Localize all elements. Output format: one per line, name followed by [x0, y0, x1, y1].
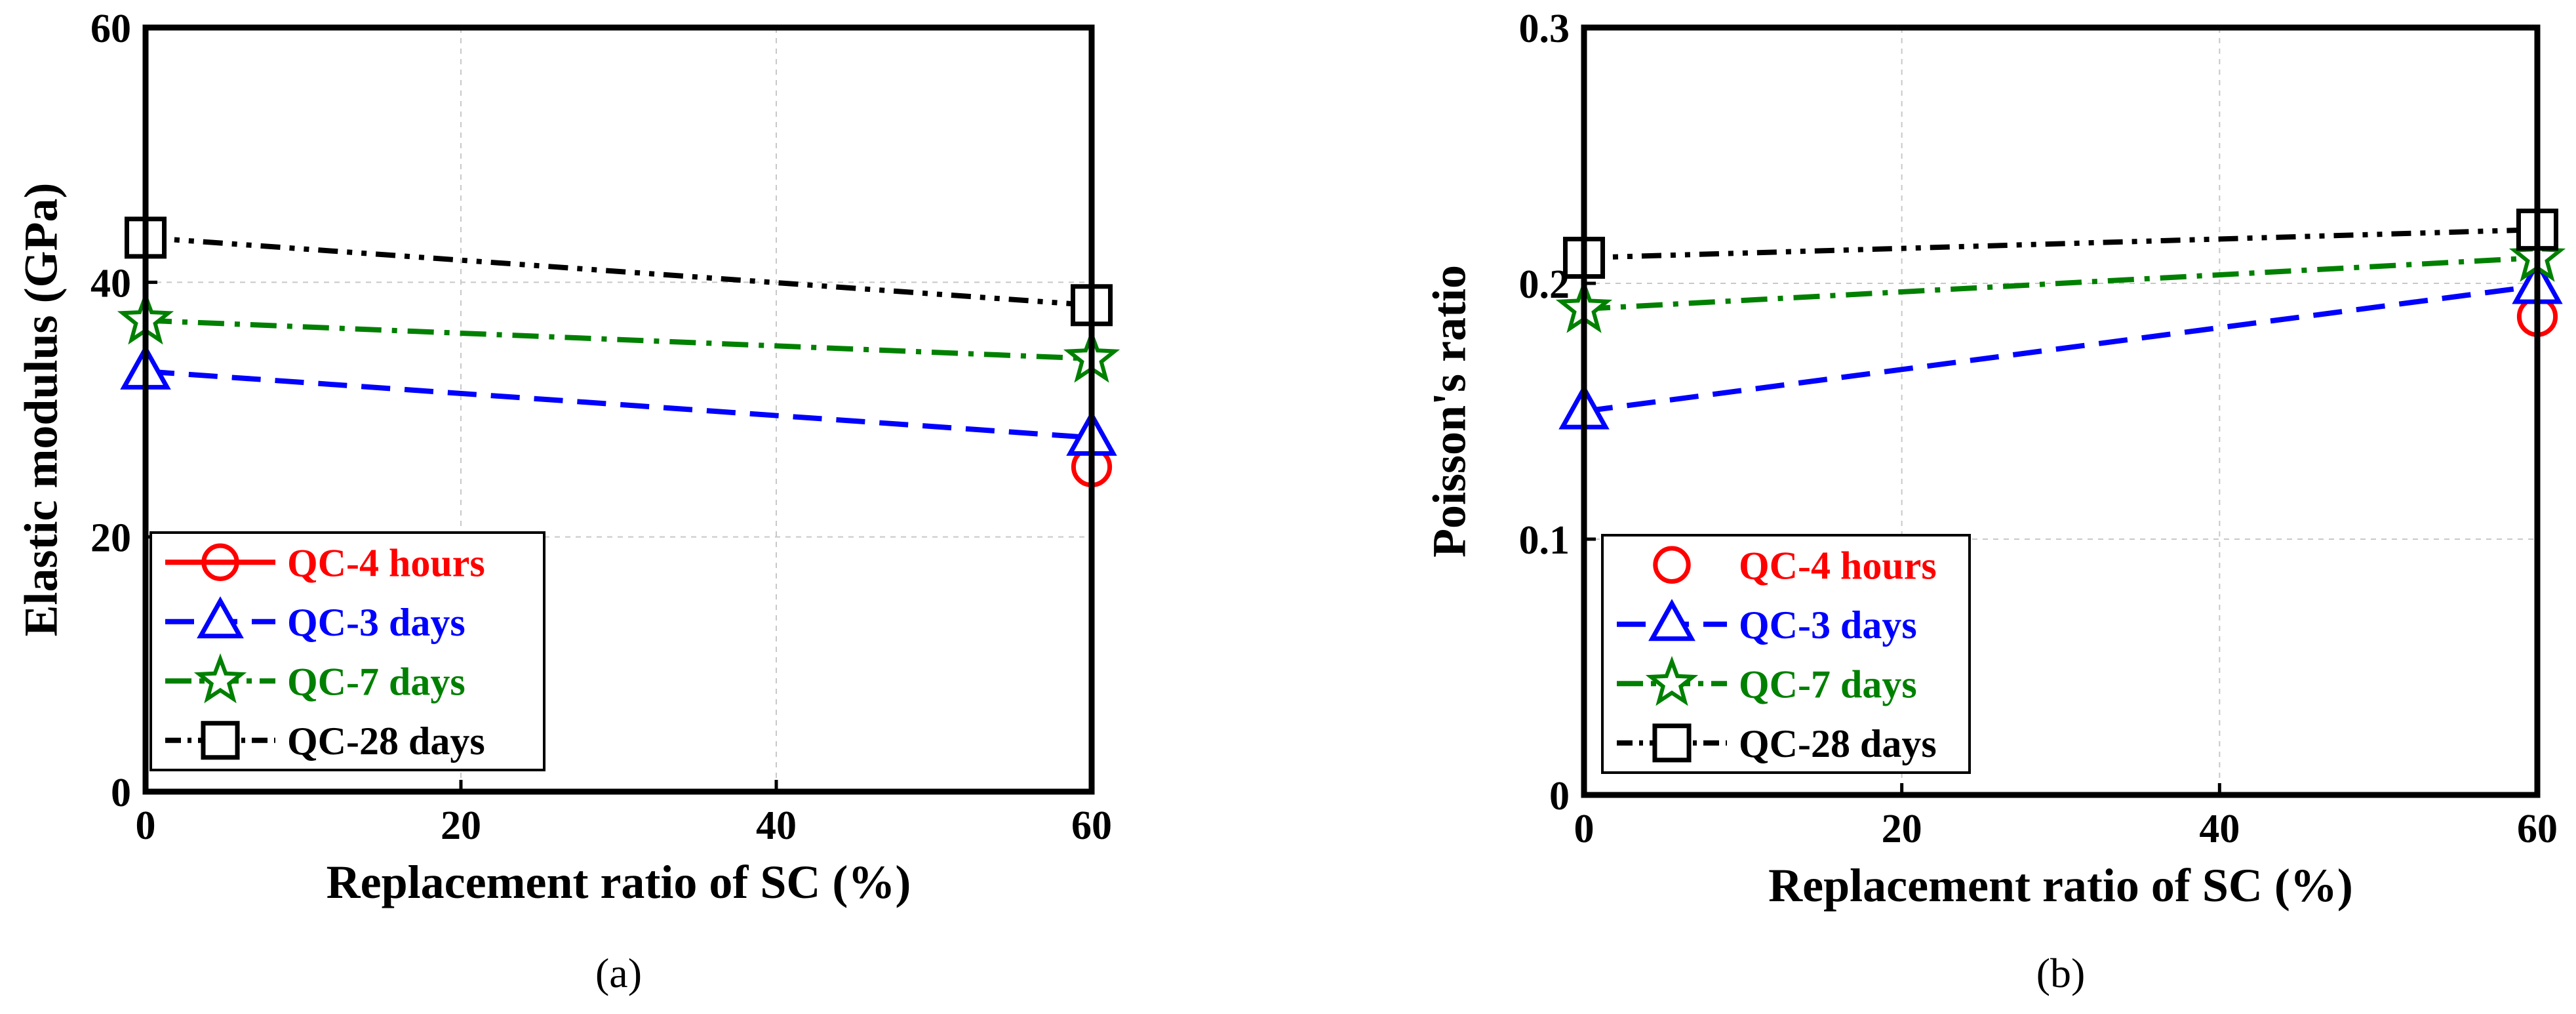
x-tick-label: 60 — [2517, 807, 2558, 851]
series-line-qc3d — [145, 369, 1092, 441]
x-tick-label: 0 — [136, 803, 156, 848]
x-axis-label-a: Replacement ratio of SC (%) — [327, 856, 911, 908]
legend-label-qc3d: QC-3 days — [287, 601, 466, 644]
legend-item-qc28d: QC-28 days — [165, 720, 485, 763]
series-qc28d — [124, 216, 1113, 327]
legend-label-qc28d: QC-28 days — [1739, 722, 1937, 765]
x-tick-label: 60 — [1071, 803, 1112, 848]
series-line-qc28d — [1583, 227, 2538, 260]
legend-a: QC-4 hours QC-3 days QC-7 days QC-28 days — [149, 531, 545, 771]
series-line-qc28d — [145, 235, 1092, 308]
legend-marker-qc7d — [193, 653, 247, 704]
y-ticks-b: 0 0.1 0.2 0.3 — [1519, 7, 1596, 819]
legend-b: QC-4 hours QC-3 days QC-7 days QC-28 days — [1601, 534, 1971, 774]
y-axis-label-b: Poisson's ratio — [1423, 265, 1476, 558]
legend-marker-qc4h — [201, 543, 239, 581]
legend-marker-qc3d — [197, 596, 244, 639]
series-line-qc7d — [145, 317, 1092, 361]
caption-a: (a) — [595, 950, 642, 996]
legend-item-qc28d: QC-28 days — [1617, 722, 1937, 765]
legend-marker-qc28d — [1652, 723, 1692, 763]
x-axis-label-b: Replacement ratio of SC (%) — [1768, 859, 2353, 912]
x-tick-label: 0 — [1574, 807, 1595, 851]
y-tick-label: 20 — [90, 516, 131, 561]
series-qc3d — [120, 344, 1117, 456]
legend-item-qc4h: QC-4 hours — [1653, 544, 1937, 587]
legend-item-qc4h: QC-4 hours — [165, 541, 485, 584]
legend-marker-qc3d — [1648, 599, 1695, 641]
y-tick-label: 0.2 — [1519, 262, 1570, 307]
panel-a: 0 20 40 60 0 20 40 60 Replacement ratio of SC … — [15, 7, 1120, 996]
y-ticks-a: 0 20 40 60 — [90, 7, 157, 815]
legend-label-qc28d: QC-28 days — [287, 720, 485, 763]
y-tick-label: 40 — [90, 261, 131, 306]
legend-marker-qc7d — [1645, 656, 1699, 706]
x-ticks-b: 0 20 40 60 — [1574, 783, 2558, 851]
y-tick-label: 0 — [1549, 774, 1570, 819]
legend-item-qc3d: QC-3 days — [1617, 599, 1917, 647]
x-tick-label: 40 — [2199, 807, 2240, 851]
y-tick-label: 0.3 — [1519, 7, 1570, 51]
legend-label-qc4h: QC-4 hours — [287, 541, 485, 584]
legend-marker-qc28d — [201, 721, 240, 760]
x-ticks-a: 0 20 40 60 — [136, 780, 1112, 848]
caption-b: (b) — [2036, 950, 2086, 996]
legend-label-qc7d: QC-7 days — [1739, 662, 1917, 706]
series-qc7d — [117, 291, 1120, 383]
legend-label-qc4h: QC-4 hours — [1739, 544, 1937, 587]
y-axis-label-a: Elastic modulus (GPa) — [15, 182, 68, 636]
series-b — [1555, 209, 2566, 430]
series-qc3d — [1558, 258, 2563, 430]
x-tick-label: 20 — [1882, 807, 1922, 851]
series-line-qc7d — [1583, 255, 2538, 312]
legend-item-qc7d: QC-7 days — [165, 653, 466, 704]
y-tick-label: 0.1 — [1519, 518, 1570, 563]
legend-marker-qc4h — [1653, 546, 1691, 584]
legend-label-qc3d: QC-3 days — [1739, 603, 1917, 647]
panel-b: 0 20 40 60 0 0.1 0.2 0.3 Replacement ratio of … — [1423, 7, 2566, 996]
legend-label-qc7d: QC-7 days — [287, 660, 466, 703]
y-tick-label: 60 — [90, 7, 131, 51]
x-tick-label: 40 — [756, 803, 797, 848]
series-qc7d — [1555, 228, 2566, 333]
plot-frame-b — [1581, 24, 2541, 798]
legend-item-qc7d: QC-7 days — [1617, 656, 1917, 706]
y-tick-label: 0 — [111, 771, 131, 815]
series-a — [117, 216, 1120, 487]
series-line-qc3d — [1583, 283, 2538, 414]
x-tick-label: 20 — [441, 803, 481, 848]
legend-item-qc3d: QC-3 days — [165, 596, 466, 644]
plot-frame-a — [142, 24, 1095, 795]
